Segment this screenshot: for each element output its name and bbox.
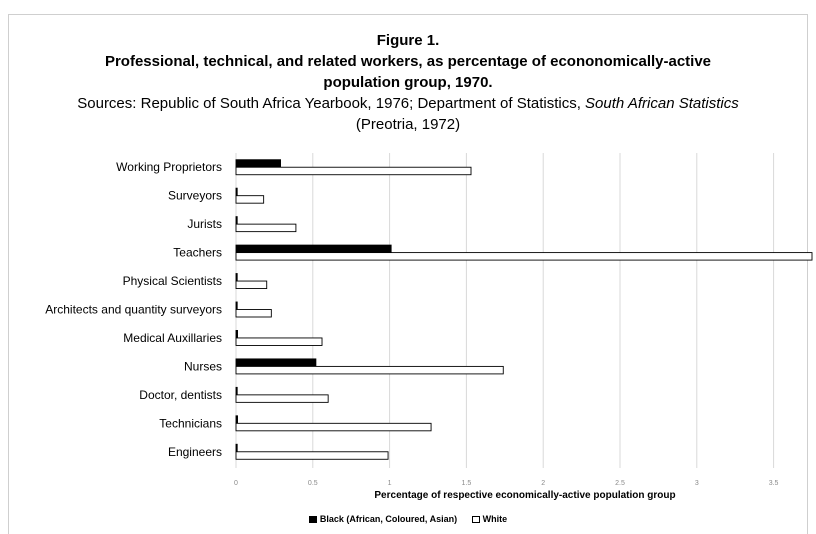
bar-black [235, 386, 238, 396]
x-tick-label: 2 [541, 480, 545, 487]
bar-white [235, 394, 329, 403]
category-label: Technicians [159, 416, 222, 430]
bar-black [235, 187, 238, 197]
source-suffix: (Preotria, 1972) [355, 116, 461, 133]
bar-white [235, 166, 472, 176]
x-tick-label: 0 [234, 480, 238, 487]
legend-item-black: Black (African, Coloured, Asian) [308, 514, 458, 524]
title-block: Figure 1. Professional, technical, and r… [0, 30, 816, 135]
bar-white [235, 309, 272, 318]
x-tick-label: 1.5 [462, 480, 472, 487]
x-tick-label: 3 [695, 480, 699, 487]
bar-white [235, 422, 432, 432]
chart-source: Sources: Republic of South Africa Yearbo… [68, 93, 748, 135]
bar-white [235, 280, 268, 289]
bar-black [235, 330, 238, 339]
category-label: Doctor, dentists [139, 388, 222, 402]
x-tick-label: 3.5 [769, 480, 779, 487]
bar-white [235, 337, 323, 346]
category-label: Jurists [187, 217, 222, 231]
category-label: Surveyors [168, 189, 222, 203]
category-label: Engineers [168, 445, 222, 459]
x-axis-label: Percentage of respective economically-ac… [374, 490, 675, 501]
bar-white [235, 451, 389, 460]
legend: Black (African, Coloured, Asian) White [0, 514, 816, 524]
category-labels: Working Proprietors Surveyors Jurists Teach… [45, 160, 222, 459]
chart-subtitle: Professional, technical, and related wor… [0, 51, 816, 93]
bar-white [235, 365, 504, 375]
bars [235, 159, 813, 460]
bar-black [235, 443, 238, 453]
x-tick-label: 0.5 [308, 480, 318, 487]
bar-black [235, 415, 238, 424]
bar-white [235, 252, 813, 261]
source-italic: South African Statistics [585, 95, 739, 112]
category-label: Architects and quantity surveyors [45, 303, 222, 317]
category-label: Physical Scientists [123, 274, 222, 288]
legend-swatch-black [308, 516, 317, 523]
source-prefix: Sources: Republic of South Africa Yearbo… [77, 95, 586, 112]
chart-frame [8, 14, 808, 534]
legend-label-black: Black (African, Coloured, Asian) [319, 514, 458, 524]
gridlines [235, 153, 775, 468]
legend-label-white: White [482, 514, 508, 524]
category-label: Nurses [184, 359, 222, 373]
bar-black [235, 159, 281, 168]
chart-title: Figure 1. [376, 32, 440, 49]
tick-labels: 0 0.5 1 1.5 2 2.5 3 3.5 [234, 480, 779, 487]
category-label: Medical Auxillaries [123, 331, 222, 345]
x-tick-label: 2.5 [615, 480, 625, 487]
bar-white [235, 195, 265, 204]
bar-black [235, 301, 238, 310]
category-label: Teachers [173, 246, 222, 260]
x-tick-label: 1 [388, 480, 392, 487]
bar-black [235, 244, 392, 254]
category-label: Working Proprietors [116, 160, 222, 174]
bar-black [235, 358, 317, 367]
bar-black [235, 216, 238, 225]
legend-item-white: White [471, 514, 508, 524]
subtitle-text: Professional, technical, and related wor… [104, 53, 712, 91]
legend-swatch-white [471, 516, 480, 523]
bar-black [235, 273, 238, 282]
bar-white [235, 223, 297, 233]
